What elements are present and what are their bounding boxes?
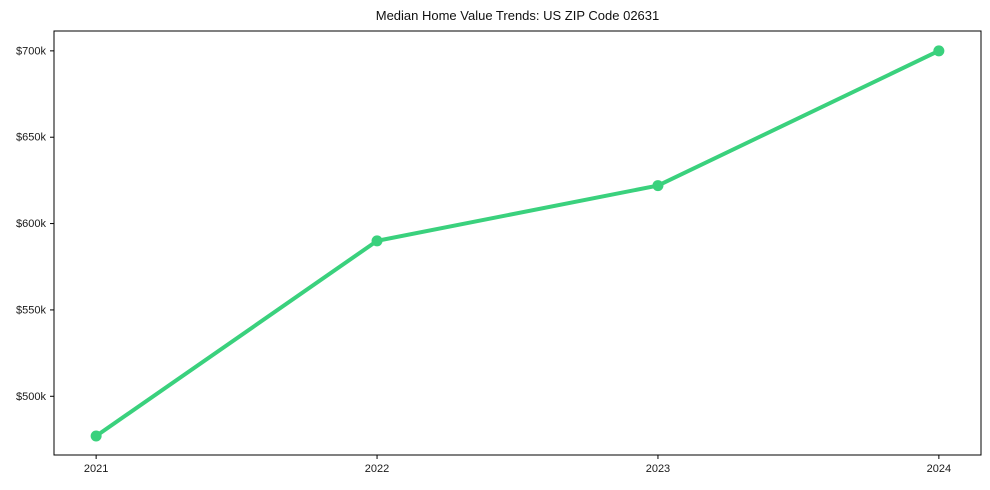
x-tick-label: 2024 <box>927 463 951 475</box>
data-point <box>933 45 945 57</box>
data-point <box>652 180 664 192</box>
y-tick-label: $550k <box>16 304 46 316</box>
data-point <box>90 430 102 442</box>
chart-title: Median Home Value Trends: US ZIP Code 02… <box>375 8 660 23</box>
data-point <box>371 235 383 247</box>
y-tick-label: $650k <box>16 132 46 144</box>
x-tick-label: 2021 <box>84 463 108 475</box>
x-tick-label: 2022 <box>365 463 389 475</box>
trend-line <box>94 48 941 439</box>
y-tick-label: $500k <box>16 391 46 403</box>
y-tick-label: $600k <box>16 218 46 230</box>
x-tick-label: 2023 <box>646 463 670 475</box>
plot-border <box>53 30 982 456</box>
y-tick-label: $700k <box>16 45 46 57</box>
